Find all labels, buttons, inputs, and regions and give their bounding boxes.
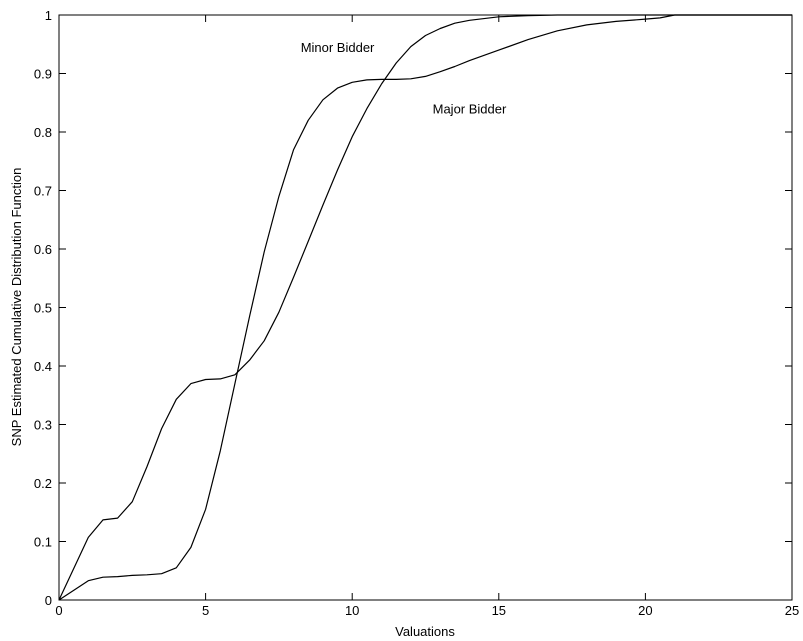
y-tick-label: 0.9: [34, 67, 52, 82]
series-line-1: [58, 14, 792, 601]
series-annotation: Major Bidder: [433, 102, 507, 117]
y-tick-label: 0.5: [34, 301, 52, 316]
y-tick-label: 0.7: [34, 184, 52, 199]
y-axis-ticks: 0 0.1 0.2 0.3 0.4 0.5 0.6 0.7 0.8 0.9 1: [34, 8, 792, 608]
x-tick-label: 0: [55, 603, 62, 618]
series-line-2: [58, 14, 792, 601]
series-annotation: Minor Bidder: [301, 40, 375, 55]
x-tick-label: 10: [345, 603, 359, 618]
x-tick-label: 20: [638, 603, 652, 618]
x-axis-label: Valuations: [395, 624, 455, 639]
x-axis-ticks: 0 5 10 15 20 25: [55, 15, 799, 618]
y-tick-label: 1: [45, 8, 52, 23]
y-tick-label: 0.4: [34, 359, 52, 374]
x-tick-label: 15: [492, 603, 506, 618]
y-axis-label: SNP Estimated Cumulative Distribution Fu…: [9, 168, 24, 447]
annotations-group: Minor Bidder Major Bidder: [301, 40, 507, 116]
y-tick-label: 0.2: [34, 476, 52, 491]
x-tick-label: 25: [785, 603, 799, 618]
plot-area-frame: [58, 14, 793, 601]
y-tick-label: 0.6: [34, 242, 52, 257]
y-tick-label: 0.1: [34, 535, 52, 550]
series-group: [58, 14, 792, 601]
y-tick-label: 0: [45, 593, 52, 608]
x-tick-label: 5: [202, 603, 209, 618]
y-tick-label: 0.3: [34, 418, 52, 433]
y-tick-label: 0.8: [34, 125, 52, 140]
